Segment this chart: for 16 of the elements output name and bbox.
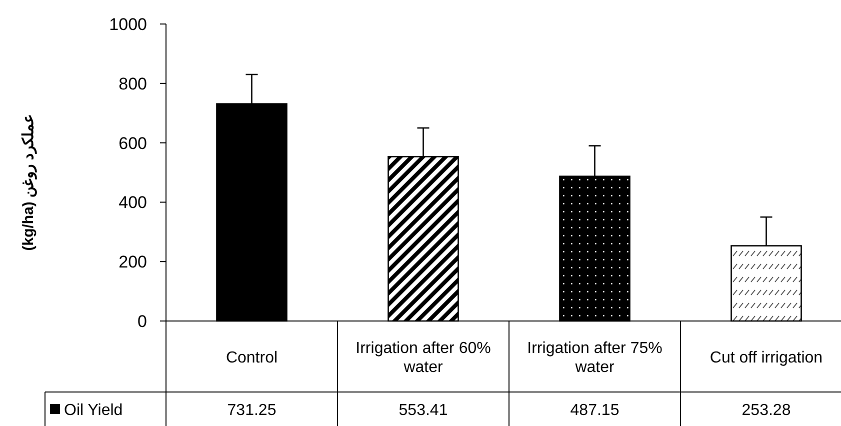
legend-label: Oil Yield (64, 402, 123, 419)
y-tick-label: 400 (118, 193, 147, 212)
x-tick-label: Cut off irrigation (710, 350, 823, 366)
y-tick-label: 0 (138, 312, 147, 331)
x-tick-label: Irrigation after 75% water (527, 340, 662, 376)
data-label: 487.15 (570, 402, 620, 419)
x-tick-label: Irrigation after 60% water (356, 340, 491, 376)
data-label: 253.28 (742, 402, 791, 419)
x-tick-label: Control (226, 350, 278, 366)
y-tick-label: 1000 (109, 15, 147, 34)
y-axis-title: عملکرد روغن (kg/ha) (20, 114, 37, 251)
data-label: 731.25 (227, 402, 276, 419)
y-tick-label: 200 (118, 252, 147, 272)
y-tick-label: 600 (118, 134, 147, 153)
data-label: 553.41 (398, 402, 448, 419)
y-tick-label: 800 (118, 74, 147, 94)
